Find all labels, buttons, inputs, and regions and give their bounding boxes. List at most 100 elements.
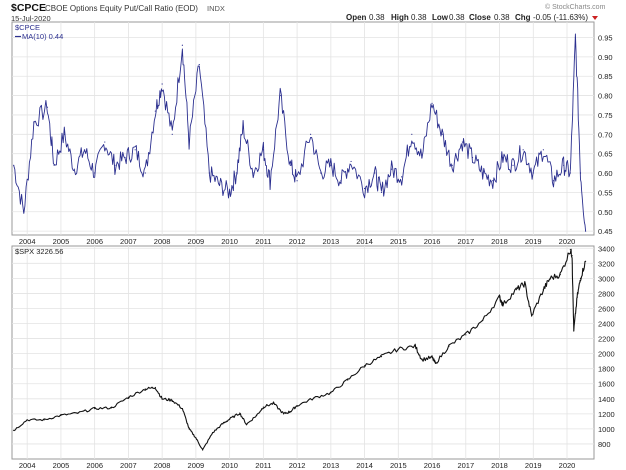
ohlc-readout: Open 0.38 High 0.38 Low 0.38 Close 0.38 … (346, 13, 598, 22)
y-tick-label: 0.55 (598, 188, 613, 197)
data-point (144, 172, 146, 174)
data-point (110, 407, 113, 409)
data-point (127, 396, 129, 398)
data-point (522, 149, 524, 151)
cpce-panel: 0.45 0.50 0.55 0.60 0.65 0.70 0.75 0.80 0.85 0.90… (11, 21, 613, 246)
data-point (229, 418, 231, 420)
data-point (515, 289, 518, 291)
data-point (171, 133, 173, 135)
data-point (401, 176, 403, 178)
data-point (579, 277, 582, 279)
x-tick-label: 2008 (154, 237, 171, 246)
open-label: Open (346, 13, 367, 22)
x-tick-label: 2011 (255, 461, 271, 470)
data-point (559, 274, 561, 276)
data-point (94, 172, 96, 174)
exchange-label: INDX (207, 4, 225, 13)
x-tick-label: 2013 (322, 237, 339, 246)
y-tick-label: 1200 (598, 410, 615, 419)
data-point (431, 356, 433, 358)
data-point (471, 156, 474, 159)
x-tick-label: 2020 (559, 461, 576, 470)
data-point (397, 348, 399, 350)
data-point (53, 164, 55, 166)
y-tick-label: 0.60 (598, 169, 613, 178)
data-point (380, 356, 383, 358)
y-tick-label: 0.90 (598, 53, 613, 62)
data-point (296, 180, 298, 182)
data-point (461, 141, 464, 143)
data-point (431, 102, 433, 104)
x-tick-label: 2014 (356, 461, 373, 470)
x-tick-label: 2005 (53, 237, 70, 246)
x-tick-label: 2010 (221, 461, 238, 470)
data-point (569, 172, 571, 174)
y-tick-label: 3400 (598, 244, 615, 253)
data-point (363, 187, 366, 190)
x-tick-label: 2006 (86, 237, 103, 246)
low-label: Low (432, 13, 449, 22)
data-point (380, 191, 383, 193)
x-tick-label: 2008 (154, 461, 171, 470)
data-point (498, 296, 501, 298)
data-point (235, 172, 237, 174)
data-point (124, 156, 126, 159)
data-point (26, 419, 28, 421)
y-tick-label: 0.75 (598, 111, 613, 120)
x-tick-label: 2010 (221, 237, 238, 246)
y-tick-label: 3200 (598, 259, 615, 268)
data-point (330, 164, 332, 166)
chg-label: Chg (515, 13, 531, 22)
low-value: 0.38 (449, 13, 465, 22)
data-point (289, 410, 291, 413)
y-tick-label: 1600 (598, 380, 615, 389)
data-point (181, 407, 183, 410)
data-point (451, 164, 453, 166)
data-point (73, 168, 76, 170)
data-point (542, 289, 544, 291)
y-tick-label: 2400 (598, 320, 615, 329)
data-point (229, 191, 231, 193)
data-point (252, 172, 254, 174)
data-point (262, 406, 264, 408)
data-point (181, 44, 183, 46)
data-point (309, 133, 312, 135)
data-point (584, 260, 587, 262)
description-label: CBOE Options Equity Put/Call Ratio (EOD) (45, 4, 198, 13)
data-point (532, 172, 534, 174)
x-tick-label: 2007 (120, 461, 137, 470)
data-point (502, 304, 504, 306)
data-point (279, 94, 281, 97)
data-point (465, 334, 467, 336)
data-point (161, 83, 163, 85)
data-point (524, 283, 526, 285)
x-tick-label: 2015 (390, 461, 407, 470)
data-point (198, 64, 200, 66)
y-tick-label: 800 (598, 440, 611, 449)
x-tick-label: 2006 (86, 461, 103, 470)
x-tick-label: 2014 (356, 237, 373, 246)
y-tick-label: 0.85 (598, 72, 613, 81)
data-point (320, 172, 322, 174)
data-point (552, 180, 555, 182)
data-point (434, 362, 437, 365)
data-point (272, 402, 275, 404)
y-tick-label: 0.80 (598, 92, 613, 101)
plot-frame (11, 21, 595, 236)
data-point (296, 404, 298, 407)
data-point (502, 156, 504, 159)
down-arrow-icon (592, 16, 598, 20)
x-tick-label: 2005 (53, 461, 70, 470)
watermark: © StockCharts.com (545, 3, 606, 11)
y-tick-label: 1800 (598, 365, 615, 374)
y-tick-label: 2000 (598, 350, 615, 359)
series-line (13, 248, 586, 451)
data-point (347, 379, 349, 381)
data-point (411, 133, 413, 135)
data-point (283, 413, 285, 415)
data-point (374, 172, 376, 174)
x-tick-label: 2004 (19, 461, 36, 470)
x-tick-label: 2017 (457, 461, 474, 470)
